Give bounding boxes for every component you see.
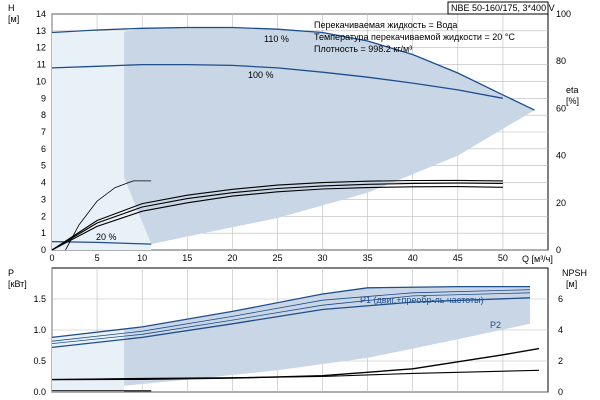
eff-curve-small [65,180,152,251]
curve-label-110: 110 % [264,34,289,44]
top-y-left-tick: 13 [36,26,46,36]
top-y-left-tick: 6 [41,144,46,154]
bottom-region-light [52,330,125,392]
top-y-left-tick: 14 [36,9,46,19]
low-power-curve-1 [51,369,540,381]
top-curves [51,26,535,251]
top-y-left-tick: 5 [41,161,46,171]
bottom-y-right-tick: 2 [558,356,563,366]
x-tick: 5 [95,253,100,263]
top-y-right-label-1: eta [566,85,579,95]
head-curve-1 [51,63,504,99]
curve-label-20: 20 % [96,232,117,242]
bottom-curves [51,285,540,392]
curve-label-p1: P1 (двиг.+преобр-ль частоты) [360,295,484,305]
top-y-right-tick: 40 [556,151,566,161]
top-y-right-tick: 80 [556,56,566,66]
x-tick: 0 [49,253,54,263]
x-tick: 30 [318,253,328,263]
bottom-y-left-label-1: P [8,268,14,278]
top-y-left-tick: 10 [36,76,46,86]
power-minor-curve-0 [51,289,531,342]
bottom-y-right-tick: 0 [558,387,563,397]
top-y-left-tick: 7 [41,127,46,137]
bottom-region-main [124,286,530,386]
bottom-y-left-tick: 1.5 [33,294,46,304]
bottom-y-right-label-1: NPSH [562,268,587,278]
info-line-1: Перекачиваемая жидкость = Вода [314,20,457,30]
top-y-left-tick: 1 [41,228,46,238]
x-tick: 25 [272,253,282,263]
top-y-right-tick: 0 [556,245,561,255]
top-y-left-label-2: [м] [8,14,19,24]
bottom-tick-labels: 0.0 0.5 1.0 1.5 0 2 4 6 [33,294,563,397]
info-line-3: Плотность = 998.2 кг/м³ [314,44,412,54]
info-line-2: Температура перекачиваемой жидкости = 20… [314,32,515,42]
top-y-right-tick: 100 [556,9,571,19]
bottom-y-right-label-2: [м] [566,279,577,289]
bottom-y-left-label-2: [кВт] [8,279,27,289]
top-y-right-tick: 20 [556,198,566,208]
power-npsh-chart: 0.0 0.5 1.0 1.5 0 2 4 6 P [кВт] NPSH [м] P1 (дв… [8,267,587,397]
x-tick: 40 [408,253,418,263]
x-tick: 15 [182,253,192,263]
power-curve-0 [51,285,530,339]
title-box [447,1,549,15]
bottom-y-left-tick: 0.0 [33,387,46,397]
power-minor-curve-1 [51,292,531,344]
bottom-y-left-tick: 0.5 [33,356,46,366]
title-box-text: NBE 50-160/175, 3*400 V [451,3,555,13]
top-y-left-tick: 12 [36,43,46,53]
x-axis-label: Q [м³/ч] [522,254,553,264]
x-tick: 20 [227,253,237,263]
top-region-light [52,31,152,251]
top-y-left-tick: 0 [41,245,46,255]
npsh-curve [51,347,540,381]
top-y-left-label-1: H [8,3,15,13]
head-curve-0 [51,26,535,111]
curve-label-p2: P2 [490,320,501,330]
bottom-y-right-tick: 4 [558,325,563,335]
x-tick: 10 [137,253,147,263]
x-tick: 45 [453,253,463,263]
top-y-left-tick: 3 [41,194,46,204]
top-y-left-tick: 9 [41,93,46,103]
power-curve-1 [51,297,531,349]
top-y-left-tick: 8 [41,110,46,120]
bottom-y-right-tick: 6 [558,294,563,304]
eff-curve-2 [51,179,503,251]
top-y-right-tick: 60 [556,103,566,113]
top-y-left-tick: 2 [41,211,46,221]
top-y-right-label-2: [%] [566,96,579,106]
top-y-left-tick: 4 [41,178,46,188]
top-y-left-tick: 11 [37,60,46,70]
bottom-y-left-tick: 1.0 [33,325,46,335]
eff-curve-1 [51,182,503,251]
eff-curve-0 [51,186,503,251]
x-tick: 35 [363,253,373,263]
x-tick: 50 [498,253,508,263]
curve-label-100: 100 % [248,70,274,80]
